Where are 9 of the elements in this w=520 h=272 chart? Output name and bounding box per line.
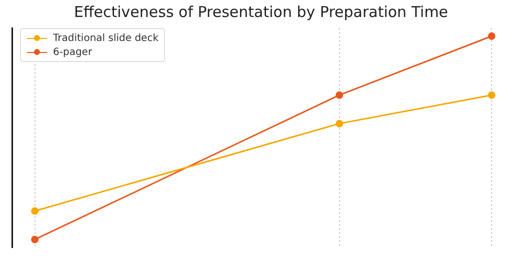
point xyxy=(488,32,496,40)
legend-label: 6-pager xyxy=(53,46,92,58)
legend-label: Traditional slide deck xyxy=(53,32,158,44)
point xyxy=(488,91,496,99)
chart-title: Effectiveness of Presentation by Preparation Time xyxy=(74,2,448,21)
point xyxy=(31,207,39,215)
point xyxy=(336,91,344,99)
point xyxy=(31,236,39,244)
point xyxy=(336,120,344,128)
